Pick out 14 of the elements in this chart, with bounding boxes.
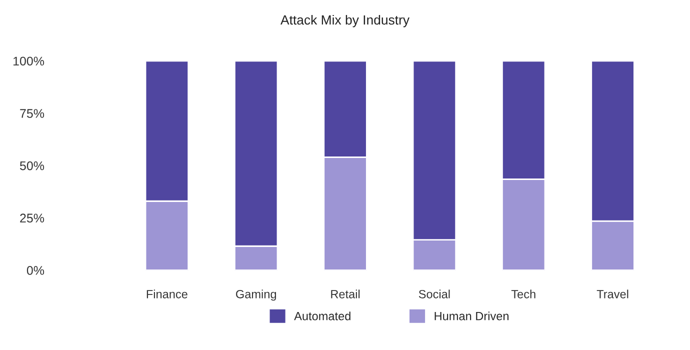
legend-label: Automated bbox=[294, 312, 350, 320]
y-tick-label: 0% bbox=[26, 266, 44, 275]
x-tick-label: Social bbox=[418, 290, 450, 298]
y-tick-label: 25% bbox=[20, 214, 44, 223]
y-tick-label: 100% bbox=[13, 56, 44, 66]
legend-label: Human Driven bbox=[434, 312, 508, 320]
x-tick-label: Gaming bbox=[236, 290, 276, 301]
x-tick-label: Finance bbox=[146, 290, 188, 298]
x-tick-label: Retail bbox=[331, 290, 360, 298]
chart-title: Attack Mix by Industry bbox=[280, 14, 410, 28]
y-tick-label: 50% bbox=[20, 161, 44, 170]
y-tick-label: 75% bbox=[20, 109, 44, 118]
x-tick-label: Tech bbox=[511, 290, 536, 298]
x-tick-label: Travel bbox=[596, 290, 628, 298]
